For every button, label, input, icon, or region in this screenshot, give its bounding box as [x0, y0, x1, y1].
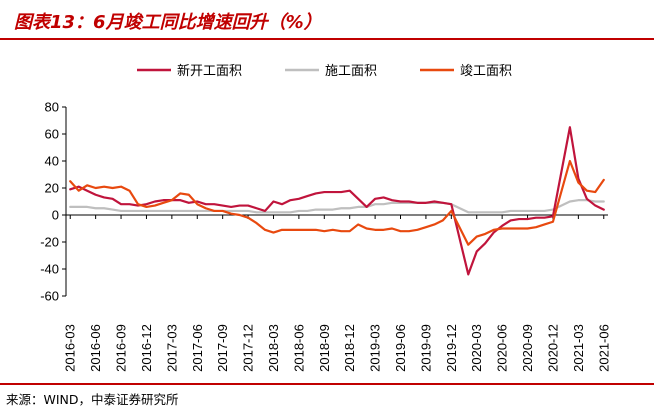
y-tick-label: -40 — [40, 262, 59, 277]
y-tick-label: -60 — [40, 289, 59, 304]
legend-label: 竣工面积 — [460, 64, 512, 79]
x-tick-label: 2019-06 — [393, 324, 408, 372]
legend-label: 新开工面积 — [177, 63, 242, 79]
x-tick-label: 2017-06 — [190, 324, 205, 372]
x-tick-label: 2017-03 — [164, 324, 179, 372]
x-tick-label: 2019-09 — [418, 324, 433, 372]
y-tick-label: 60 — [45, 127, 59, 142]
x-tick-label: 2020-12 — [545, 324, 560, 372]
y-tick-label: 40 — [45, 154, 59, 169]
x-tick-label: 2019-03 — [368, 324, 383, 372]
x-tick-label: 2018-03 — [266, 324, 281, 372]
x-tick-label: 2016-09 — [114, 324, 129, 372]
chart-legend: 新开工面积 施工面积 竣工面积 — [137, 63, 512, 79]
legend-label: 施工面积 — [325, 64, 377, 79]
x-tick-label: 2018-12 — [342, 324, 357, 372]
series-line-1 — [69, 126, 605, 276]
y-tick-label: -20 — [40, 235, 59, 250]
chart-axes: 80 60 40 20 0 -20 -40 -60 2016-03 2016-06 2016-09 2… — [40, 100, 611, 372]
x-tick-label: 2017-12 — [241, 324, 256, 372]
x-tick-label: 2020-09 — [520, 324, 535, 372]
line-chart: 新开工面积 施工面积 竣工面积 80 60 40 20 0 -20 -40 -60 2016-03 2… — [40, 63, 611, 372]
source-note: 来源：WIND，中泰证券研究所 — [6, 392, 179, 407]
footer-divider — [0, 383, 654, 385]
y-tick-label: 20 — [45, 181, 59, 196]
x-tick-label: 2016-12 — [139, 324, 154, 372]
x-tick-label: 2021-06 — [596, 324, 611, 372]
title-divider — [0, 38, 654, 40]
x-tick-label: 2017-09 — [215, 324, 230, 372]
x-tick-label: 2020-03 — [469, 324, 484, 372]
y-tick-label: 80 — [45, 100, 59, 115]
series-line-3 — [69, 159, 605, 246]
x-tick-label: 2016-06 — [88, 324, 103, 372]
x-tick-label: 2018-09 — [317, 324, 332, 372]
x-tick-label: 2020-06 — [495, 324, 510, 372]
page-title: 图表13：6月竣工同比增速回升（%） — [14, 12, 322, 33]
x-tick-label: 2019-12 — [444, 324, 459, 372]
y-tick-label: 0 — [52, 208, 59, 223]
x-tick-label: 2018-06 — [291, 324, 306, 372]
chart-series — [69, 126, 605, 276]
x-tick-label: 2021-03 — [571, 324, 586, 372]
series-line-2 — [69, 199, 605, 214]
x-tick-label: 2016-03 — [63, 324, 78, 372]
